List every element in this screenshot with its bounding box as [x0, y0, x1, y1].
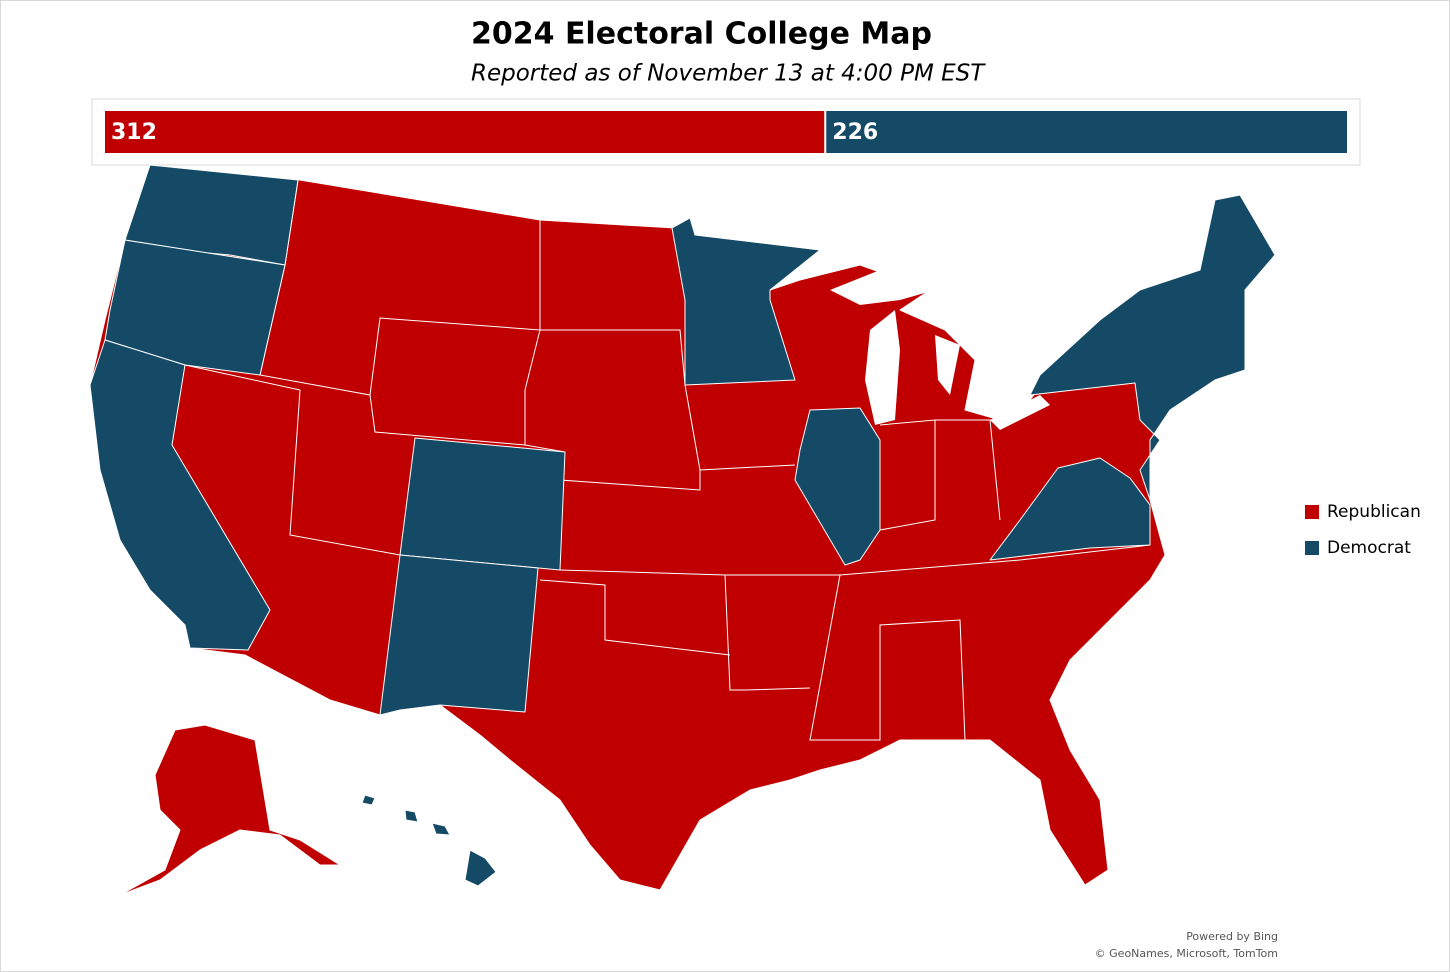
legend-label: Republican — [1327, 502, 1421, 522]
tally-label: 226 — [832, 120, 878, 145]
tally-segment — [105, 111, 825, 153]
state-region — [119, 724, 341, 896]
state-region — [1029, 194, 1276, 501]
legend-swatch — [1305, 541, 1319, 555]
state-region — [794, 407, 881, 566]
legend-swatch — [1305, 505, 1319, 519]
legend-label: Democrat — [1327, 538, 1411, 558]
state-region — [671, 217, 821, 386]
attribution: Powered by Bing — [1186, 930, 1278, 943]
tally-label: 312 — [111, 120, 157, 145]
us-map — [89, 164, 1276, 896]
state-region — [399, 437, 566, 571]
attribution: © GeoNames, Microsoft, TomTom — [1095, 947, 1278, 960]
subtitle: Reported as of November 13 at 4:00 PM ES… — [471, 61, 986, 87]
state-region — [431, 822, 451, 836]
state-region — [404, 809, 419, 823]
title: 2024 Electoral College Map — [471, 17, 932, 52]
state-region — [379, 554, 539, 716]
state-region — [464, 849, 497, 887]
tally-bar: 312 226 — [105, 111, 1347, 153]
lakes — [830, 270, 1050, 430]
tally-segment — [826, 111, 1347, 153]
state-region — [89, 339, 271, 651]
state-region — [989, 457, 1151, 561]
state-region — [361, 794, 376, 806]
legend: Republican Democrat — [1305, 502, 1421, 558]
